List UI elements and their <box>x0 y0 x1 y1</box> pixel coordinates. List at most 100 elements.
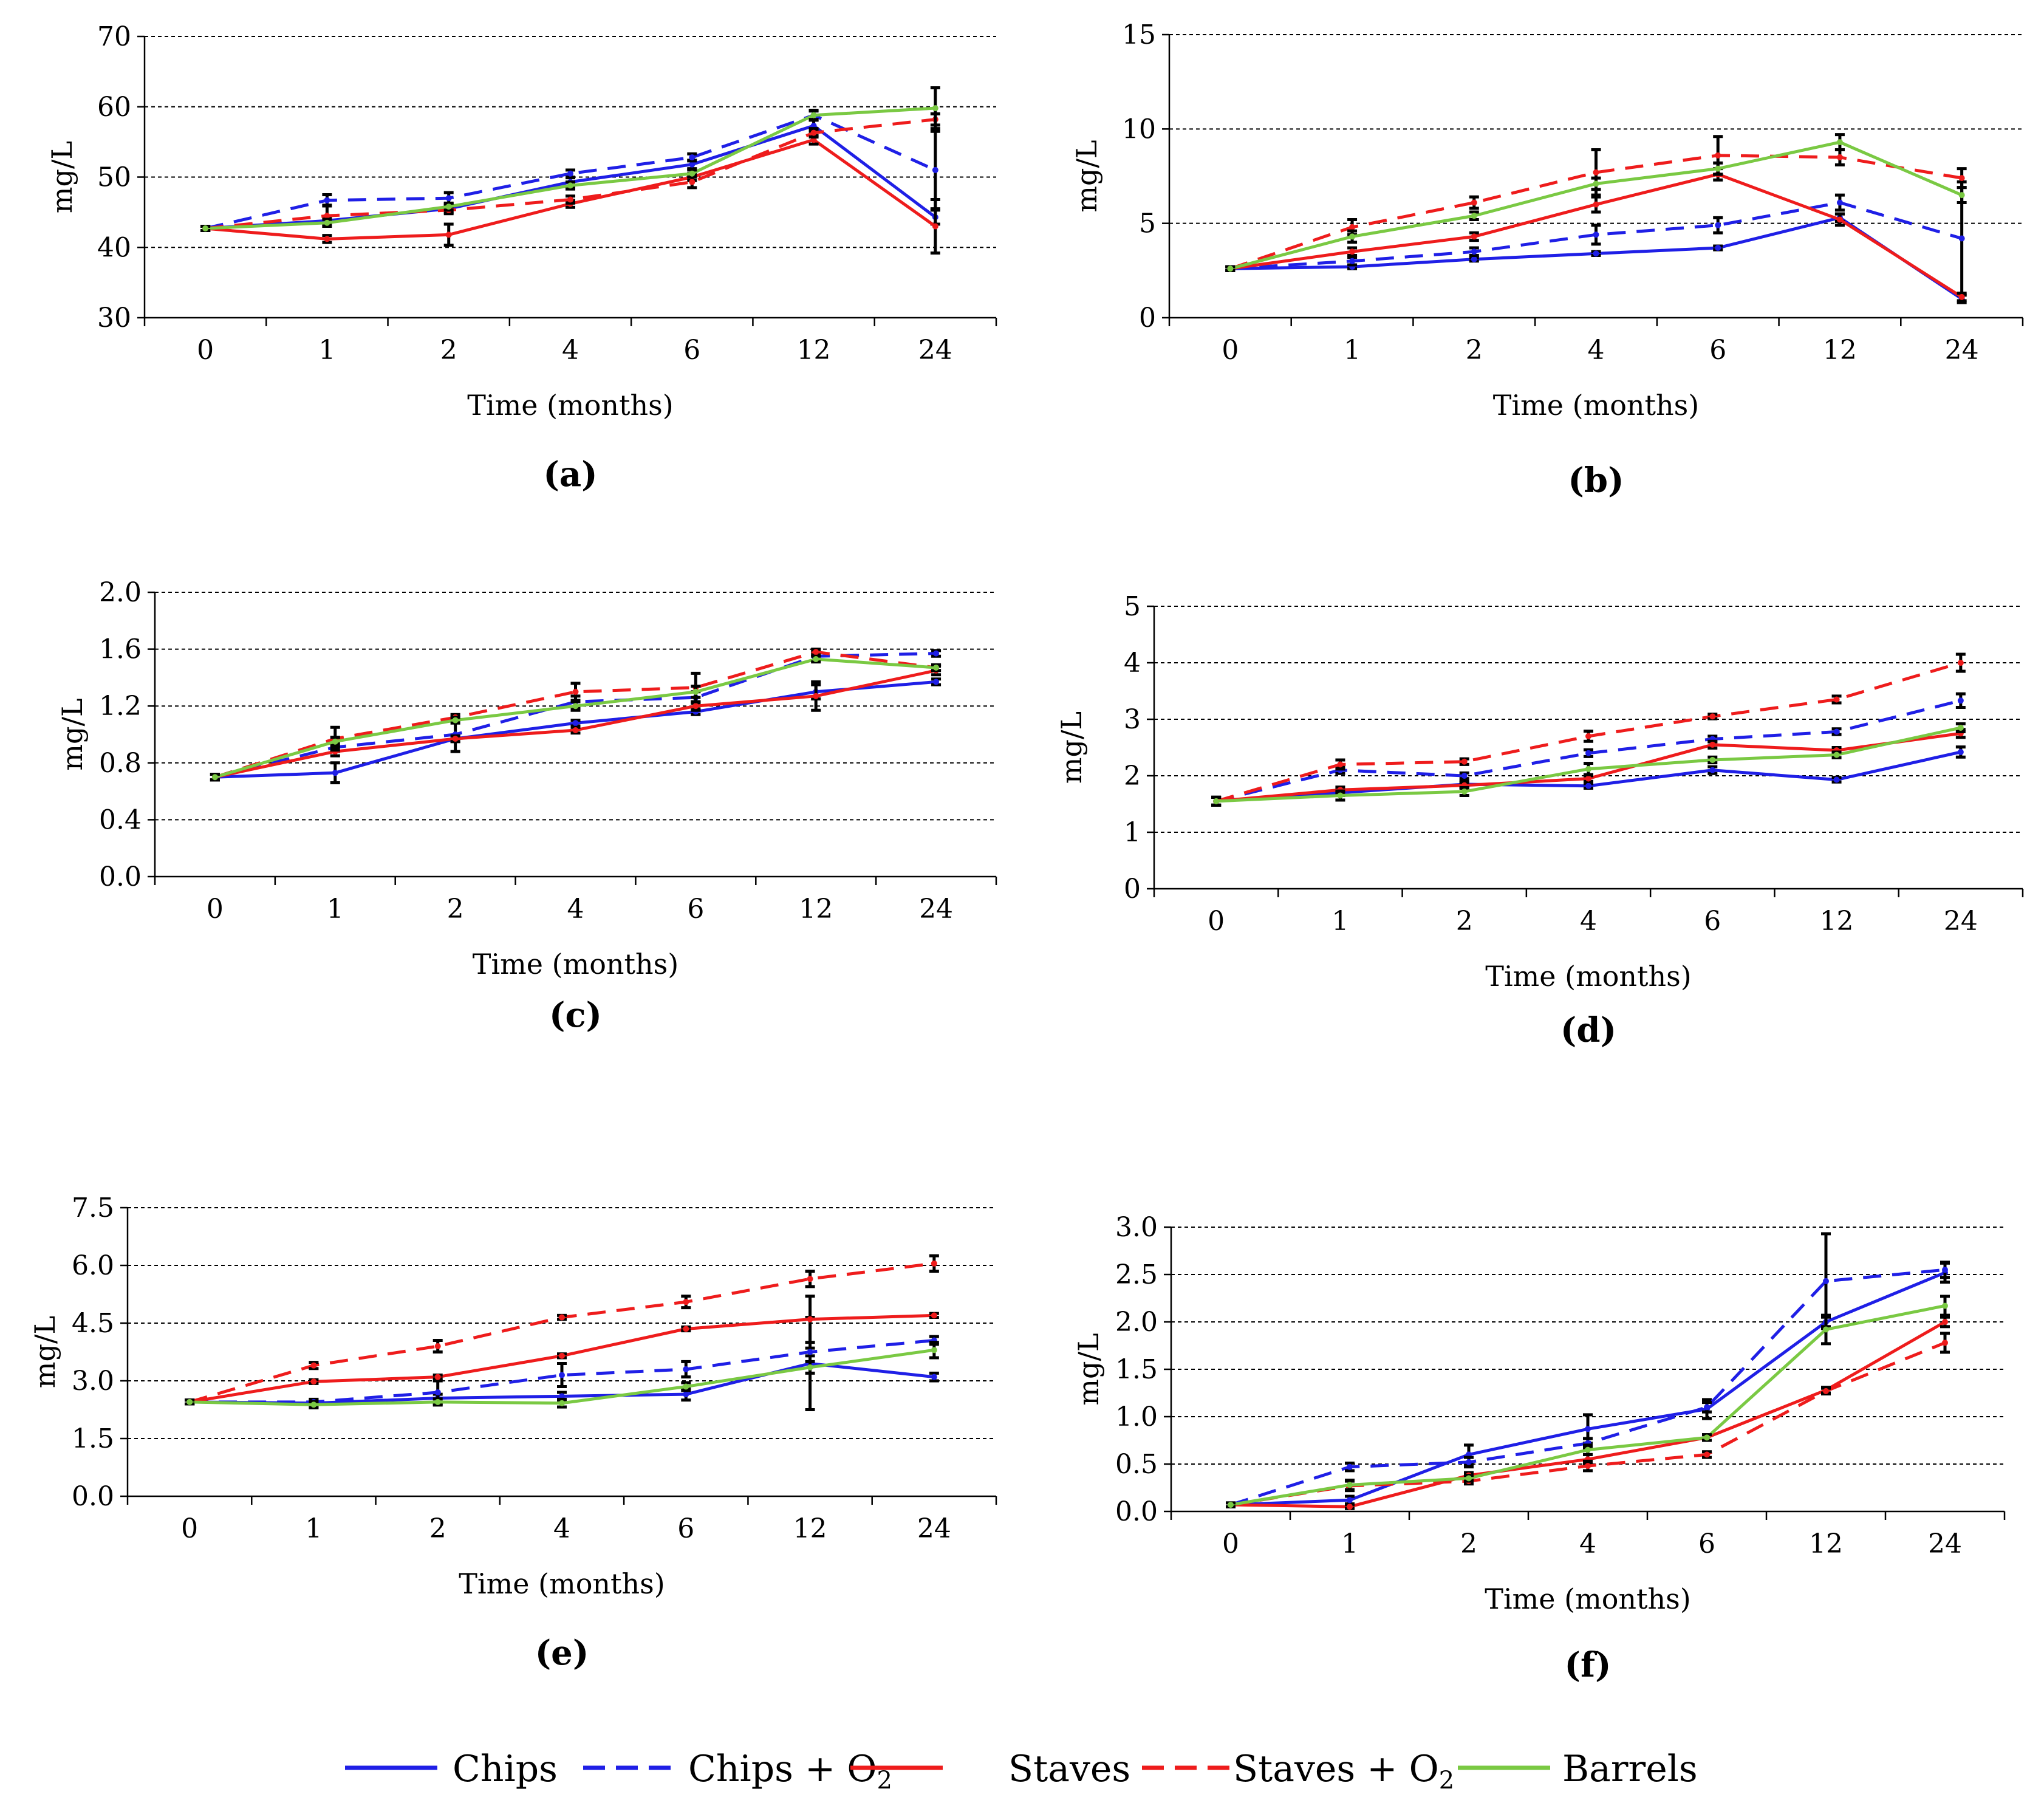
data-point <box>1958 235 1965 242</box>
data-point <box>1228 1502 1234 1508</box>
x-tick-label: 24 <box>1944 906 1978 937</box>
y-tick-label: 2.0 <box>1115 1307 1158 1338</box>
y-tick-label: 1.0 <box>1115 1401 1158 1432</box>
data-point <box>1585 775 1591 782</box>
y-tick-label: 70 <box>97 21 131 52</box>
data-point <box>1585 733 1591 739</box>
x-tick-label: 4 <box>553 1513 570 1544</box>
data-point <box>1709 741 1716 748</box>
y-axis-title: mg/L <box>1070 140 1103 212</box>
data-point <box>1466 1459 1472 1465</box>
data-point <box>332 738 338 745</box>
y-tick-label: 0.5 <box>1115 1449 1158 1480</box>
data-point <box>452 717 459 724</box>
y-tick-label: 5 <box>1139 208 1156 239</box>
legend-item: Chips <box>345 1748 558 1790</box>
data-point <box>324 219 330 226</box>
legend-label: Barrels <box>1562 1748 1698 1790</box>
data-point <box>813 693 819 699</box>
panel-label: (c) <box>549 995 602 1035</box>
data-point <box>1347 1463 1353 1470</box>
data-point <box>1833 696 1840 703</box>
data-point <box>1704 1434 1710 1441</box>
data-point <box>689 161 696 168</box>
data-point <box>559 1393 565 1400</box>
data-point <box>1715 152 1721 159</box>
y-tick-label: 1.2 <box>99 691 142 722</box>
data-point <box>1704 1404 1710 1411</box>
x-tick-label: 4 <box>1579 1528 1596 1559</box>
data-point <box>1349 224 1356 230</box>
data-point <box>1349 248 1356 255</box>
data-point <box>810 129 817 136</box>
series-barrels <box>1211 722 1966 807</box>
data-point <box>1709 756 1716 763</box>
data-point <box>1715 222 1721 228</box>
y-tick-label: 2.0 <box>99 577 142 608</box>
data-point <box>1715 245 1721 252</box>
data-point <box>933 650 940 657</box>
y-axis-title: mg/L <box>1072 1333 1105 1405</box>
data-point <box>1466 1475 1472 1482</box>
y-tick-label: 0.0 <box>99 861 142 892</box>
y-tick-label: 1.6 <box>99 634 142 665</box>
x-axis-title: Time (months) <box>1485 960 1691 993</box>
data-point <box>683 1391 689 1398</box>
data-point <box>1461 758 1468 765</box>
x-axis-title: Time (months) <box>1485 1583 1690 1615</box>
data-point <box>452 736 459 742</box>
data-point <box>211 774 218 781</box>
y-axis-title: mg/L <box>29 1316 61 1388</box>
y-tick-label: 1.5 <box>1115 1354 1158 1385</box>
y-tick-label: 0.0 <box>72 1481 114 1512</box>
data-point <box>1585 1446 1591 1453</box>
x-tick-label: 6 <box>1698 1528 1715 1559</box>
data-point <box>1833 776 1840 783</box>
legend-item: Barrels <box>1458 1748 1698 1790</box>
data-point <box>1347 1482 1353 1488</box>
data-point <box>572 703 579 710</box>
data-point <box>559 1400 565 1406</box>
x-tick-label: 2 <box>1456 906 1473 937</box>
data-point <box>434 1374 441 1380</box>
data-point <box>1471 199 1477 206</box>
y-tick-label: 40 <box>97 232 131 263</box>
series-staves-o2 <box>210 648 942 782</box>
data-point <box>1942 1267 1948 1273</box>
data-point <box>813 655 819 662</box>
y-tick-label: 0 <box>1139 303 1156 334</box>
data-point <box>434 1389 441 1395</box>
data-point <box>807 1364 813 1371</box>
y-tick-label: 4.5 <box>72 1308 114 1339</box>
data-point <box>932 105 938 112</box>
x-tick-label: 24 <box>1945 335 1979 366</box>
data-point <box>1942 1302 1948 1309</box>
x-tick-label: 4 <box>562 335 579 366</box>
data-point <box>1715 165 1721 172</box>
data-point <box>931 1347 937 1353</box>
data-point <box>434 1398 441 1405</box>
data-point <box>1823 1388 1829 1394</box>
data-point <box>202 225 209 231</box>
y-tick-label: 3.0 <box>1115 1212 1158 1243</box>
x-tick-label: 2 <box>1466 335 1483 366</box>
data-point <box>689 154 696 161</box>
data-point <box>807 1316 813 1323</box>
data-point <box>1709 713 1716 720</box>
y-tick-label: 3.0 <box>72 1366 114 1397</box>
data-point <box>1957 660 1964 666</box>
x-tick-label: 1 <box>1331 906 1348 937</box>
x-tick-label: 12 <box>793 1513 827 1544</box>
data-point <box>1471 233 1477 240</box>
y-tick-label: 1.5 <box>72 1423 114 1454</box>
x-axis-title: Time (months) <box>467 389 673 422</box>
y-tick-label: 6.0 <box>72 1250 114 1281</box>
x-tick-label: 24 <box>919 894 953 925</box>
x-tick-label: 12 <box>1823 335 1857 366</box>
y-axis-title: mg/L <box>46 141 78 213</box>
data-point <box>572 720 579 727</box>
series-line <box>1230 1304 1946 1507</box>
data-point <box>572 688 579 695</box>
x-tick-label: 6 <box>683 335 700 366</box>
y-tick-label: 5 <box>1124 591 1141 622</box>
